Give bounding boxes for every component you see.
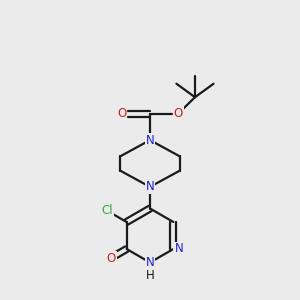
Text: O: O [106, 251, 116, 265]
Text: N: N [146, 134, 154, 147]
Text: N: N [146, 256, 154, 269]
Text: O: O [174, 107, 183, 120]
Text: H: H [146, 268, 154, 282]
Text: N: N [146, 180, 154, 194]
Text: N: N [174, 242, 183, 256]
Text: Cl: Cl [102, 204, 113, 217]
Text: O: O [117, 107, 126, 120]
